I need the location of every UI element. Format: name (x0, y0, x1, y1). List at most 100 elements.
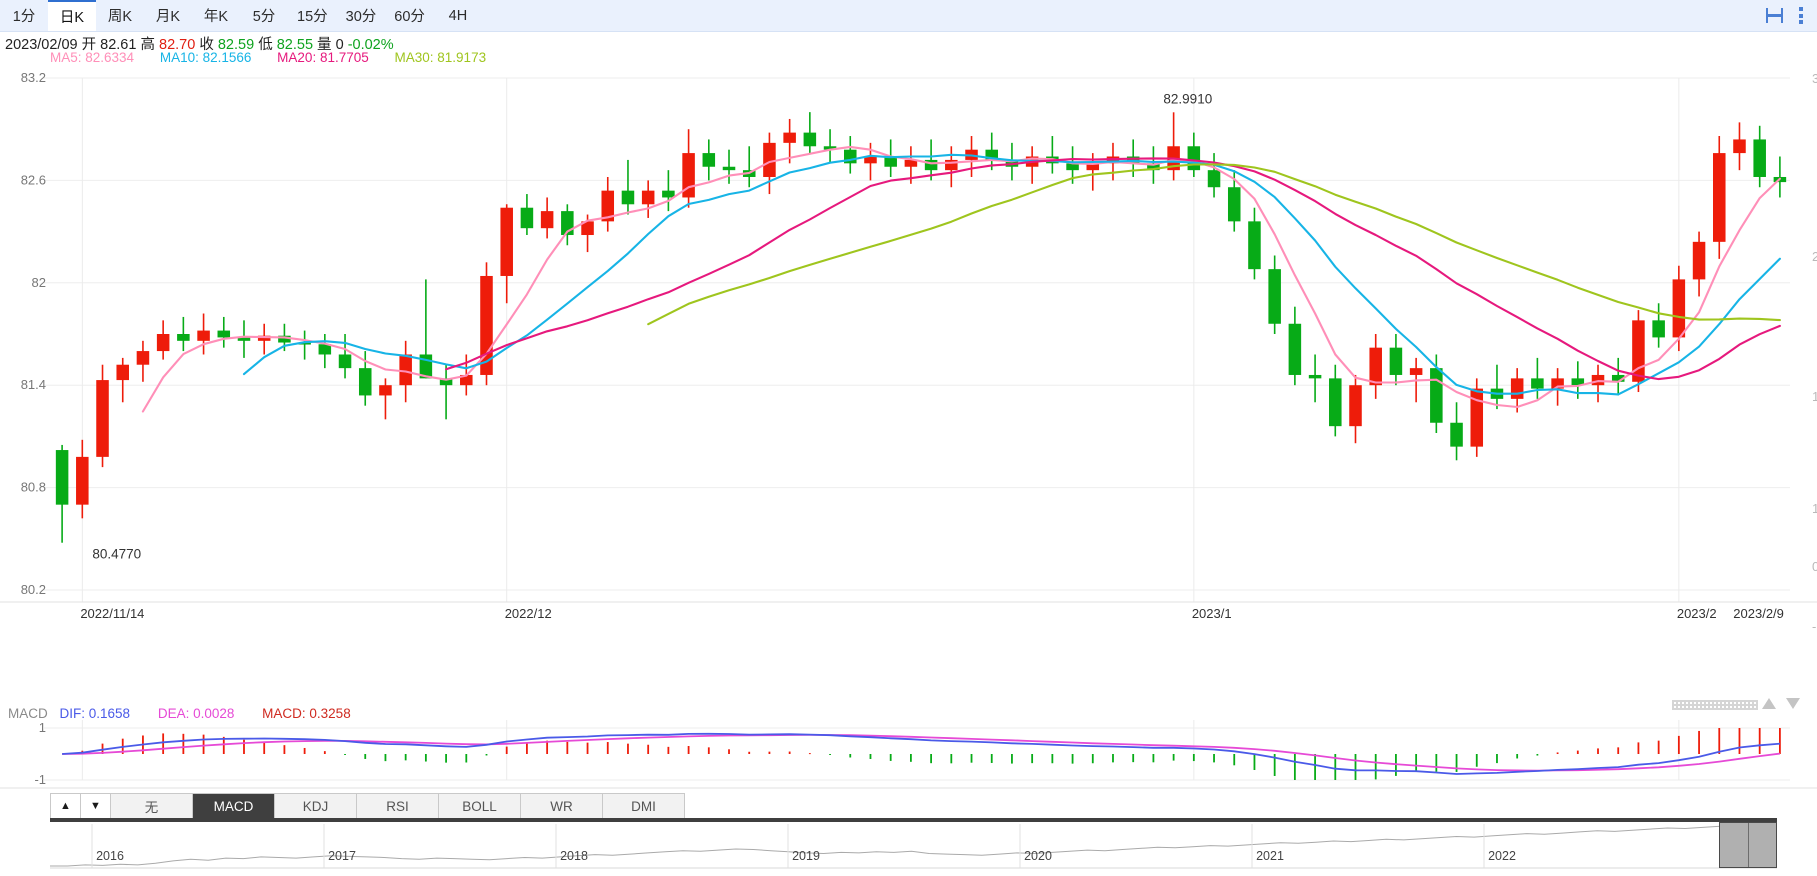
candlestick (1288, 306, 1302, 386)
info-volume-value: 0 (335, 37, 344, 53)
period-tab-周K[interactable]: 周K (107, 9, 133, 25)
macd-histogram-bar (303, 747, 306, 754)
period-tab-4H[interactable]: 4H (448, 7, 468, 24)
period-toolbar: 1分 日K 周K 月K 年K 5分 15分 30分 60分 4H (0, 0, 1817, 32)
candlestick (1025, 146, 1039, 184)
indicator-tab-RSI[interactable]: RSI (357, 794, 439, 818)
candlestick (1753, 125, 1766, 188)
price-chart-panel[interactable]: 83.2 82.6 82 81.4 80.8 80.2 3% 2% 1% 1% 0% -1% 82.99… (0, 66, 1817, 686)
macd-histogram-bar (566, 741, 569, 754)
period-tab-日K[interactable]: 日K (48, 0, 96, 31)
indicator-tab-MACD[interactable]: MACD (193, 794, 275, 818)
macd-histogram-bar (930, 754, 933, 764)
period-tab-15分[interactable]: 15分 (297, 9, 328, 25)
y-axis-tick: 82 (32, 275, 46, 290)
macd-histogram-bar (1112, 754, 1114, 763)
macd-histogram-bar (1314, 754, 1316, 780)
info-high-label: 高 (140, 37, 155, 53)
macd-histogram-bar (849, 754, 852, 758)
macd-histogram-bar (1677, 735, 1680, 754)
scale-down-triangle-icon[interactable] (1786, 698, 1800, 709)
candlestick (76, 439, 89, 519)
macd-name: MACD (8, 706, 48, 721)
macd-histogram-bar (243, 739, 245, 754)
macd-histogram-bar (283, 745, 286, 754)
x-axis-date-tick: 2022/12 (505, 606, 552, 621)
macd-histogram-bar (1071, 754, 1074, 764)
macd-histogram-bar (950, 754, 953, 764)
candlestick (1248, 207, 1261, 280)
ohlc-info-bar: 2023/02/09 开 82.61 高 82.70 收 82.59 低 82.… (5, 33, 394, 54)
macd-histogram-bar (1253, 754, 1256, 770)
macd-histogram-bar (1091, 754, 1094, 764)
macd-histogram-bar (1192, 754, 1195, 762)
macd-histogram-bar (1354, 754, 1357, 780)
indicator-scroll-down-button[interactable]: ▼ (81, 794, 111, 818)
macd-histogram-bar (1435, 754, 1438, 772)
indicator-tab-无[interactable]: 无 (111, 794, 193, 818)
macd-histogram-bar (728, 749, 730, 754)
period-tab-60分[interactable]: 60分 (394, 9, 425, 25)
macd-histogram-bar (182, 733, 185, 754)
info-open-label: 开 (81, 37, 97, 53)
period-tab-5分[interactable]: 5分 (252, 9, 276, 25)
candlestick (742, 146, 756, 188)
period-tab-1分[interactable]: 1分 (12, 9, 36, 25)
candlestick (1531, 357, 1544, 399)
macd-histogram-bar (1051, 754, 1054, 764)
candlestick (136, 340, 150, 382)
ma-line-30 (647, 163, 1781, 326)
candlestick (480, 262, 493, 386)
macd-chart-panel[interactable]: 1 -1 (0, 718, 1817, 794)
indicator-tab-BOLL[interactable]: BOLL (439, 794, 521, 818)
x-axis-date-tick: 2023/2 (1677, 606, 1717, 621)
overview-price-line (50, 823, 1774, 867)
macd-histogram-bar (647, 744, 650, 754)
macd-histogram-bar (1152, 754, 1155, 763)
macd-histogram-bar (1132, 754, 1135, 763)
range-overview[interactable]: 2016 2017 2018 2019 2020 2021 2022 (50, 818, 1777, 874)
period-tab-月K[interactable]: 月K (155, 9, 181, 25)
indicator-scroll-up-button[interactable]: ▲ (51, 794, 81, 818)
candlestick (985, 132, 998, 171)
candlestick (500, 204, 513, 304)
price-chart-svg[interactable]: 83.2 82.6 82 81.4 80.8 80.2 3% 2% 1% 1% 0% -1% 82.99… (0, 66, 1817, 686)
macd-histogram-bar (687, 746, 690, 754)
candlestick (924, 139, 938, 181)
x-axis-date-tick: 2022/11/14 (80, 606, 144, 621)
collapse-icon[interactable] (1766, 8, 1783, 23)
macd-histogram-bar (424, 754, 427, 762)
macd-histogram-bar (162, 733, 165, 754)
candlestick (1591, 364, 1605, 403)
low-price-annotation: 80.4770 (92, 547, 141, 562)
macd-histogram-bar (344, 754, 346, 755)
scale-up-triangle-icon[interactable] (1762, 698, 1776, 709)
ma20-legend: MA20: 81.7705 (277, 50, 369, 65)
overview-sparkline[interactable]: 2016 2017 2018 2019 2020 2021 2022 (50, 818, 1777, 874)
kebab-menu-icon[interactable] (1799, 7, 1803, 24)
macd-histogram-bar (990, 754, 993, 763)
candlestick (318, 334, 332, 369)
candlestick (237, 320, 251, 358)
y-axis-right-tick: 1% (1812, 389, 1817, 404)
period-tab-30分[interactable]: 30分 (345, 9, 377, 25)
overview-top-bar (50, 818, 1777, 822)
macd-chart-svg[interactable]: 1 -1 (0, 718, 1817, 794)
candlestick (803, 112, 817, 154)
candlestick (621, 159, 635, 215)
candlestick (1713, 136, 1726, 259)
macd-histogram-bar (1778, 728, 1781, 754)
macd-dif-line (62, 732, 1780, 775)
drag-hint-dots[interactable] (1672, 700, 1758, 710)
indicator-tab-KDJ[interactable]: KDJ (275, 794, 357, 818)
macd-histogram-bar (1718, 728, 1721, 754)
macd-histogram-bar (1233, 754, 1236, 766)
indicator-tab-WR[interactable]: WR (521, 794, 603, 818)
period-tab-年K[interactable]: 年K (203, 9, 229, 25)
range-selection-handle[interactable] (1719, 822, 1777, 868)
y-axis-tick: 83.2 (21, 70, 46, 85)
indicator-tab-DMI[interactable]: DMI (603, 794, 685, 818)
y-axis-right-tick: 0% (1812, 559, 1817, 574)
macd-value: MACD: 0.3258 (262, 706, 351, 721)
